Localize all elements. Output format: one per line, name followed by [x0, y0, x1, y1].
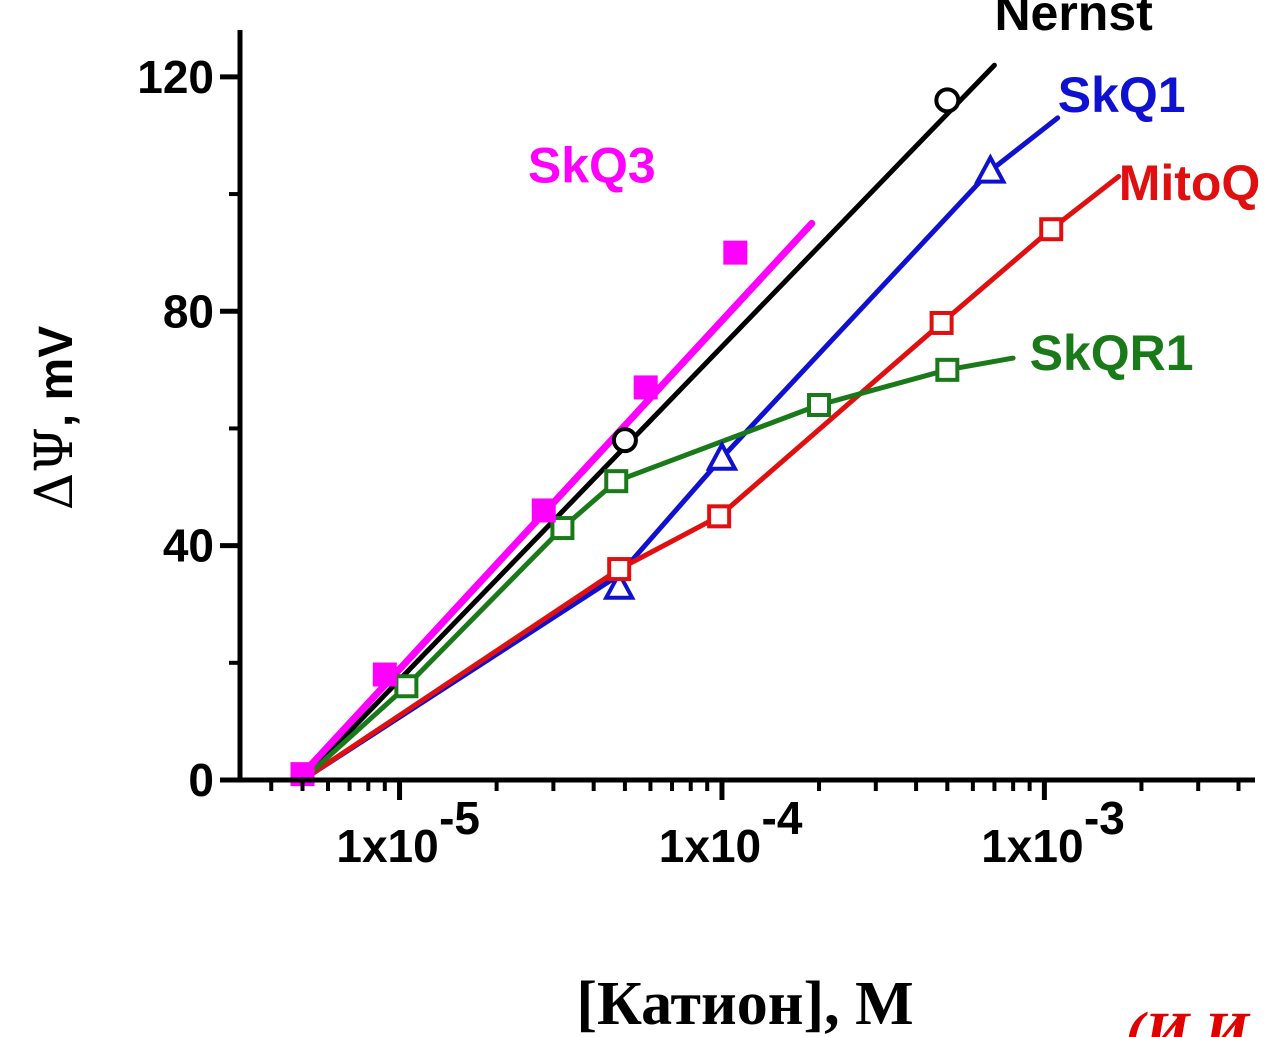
series-label-nernst: Nernst: [994, 0, 1153, 41]
y-axis-label-unit: , mV: [30, 326, 83, 427]
series-markers: [290, 87, 1064, 787]
x-tick-label-exponent: -4: [762, 792, 803, 844]
data-point-skq1: [974, 153, 1007, 184]
data-point-skq3: [372, 662, 397, 687]
data-point-skqr1: [604, 469, 629, 494]
data-point-mitoq: [929, 310, 954, 335]
data-point-skq1: [705, 440, 739, 471]
data-point-mitoq: [707, 504, 732, 529]
x-tick-label: 1x10: [981, 820, 1083, 872]
y-axis-label: ΔΨ, mV: [25, 326, 85, 511]
x-tick-label: 1x10: [336, 820, 438, 872]
series-label-skqr1: SkQR1: [1030, 325, 1194, 381]
y-tick-label: 80: [163, 285, 214, 337]
data-point-skqr1: [550, 516, 575, 541]
series-labels: Nernst SkQ1 MitoQ SkQR1 SkQ3: [528, 0, 1260, 381]
data-point-skq3: [633, 375, 658, 400]
x-axis-label: [Катион], М: [576, 970, 913, 1037]
series-line-skq3: [299, 219, 816, 778]
data-point-mitoq: [1039, 217, 1064, 242]
x-tick-label: 1x10: [659, 820, 761, 872]
data-point-skq1: [602, 569, 636, 600]
series-line-nernst: [300, 62, 997, 783]
x-tick-label-exponent: -3: [1084, 792, 1125, 844]
series-label-mitoq: MitoQ: [1119, 155, 1261, 211]
data-point-skq3: [723, 240, 748, 265]
series-line-skqr1: [300, 355, 1016, 783]
data-point-skqr1: [935, 357, 960, 382]
series-line-mitoq: [300, 174, 1122, 783]
corner-text: (И.И: [1125, 1000, 1251, 1037]
series-label-skq1: SkQ1: [1058, 67, 1186, 123]
x-tick-label-exponent: -5: [439, 792, 480, 844]
y-axis-label-delta: ΔΨ: [25, 427, 85, 510]
y-tick-label: 0: [188, 754, 214, 806]
data-point-nernst: [934, 87, 961, 114]
data-point-skqr1: [807, 393, 832, 417]
data-point-skqr1: [394, 674, 419, 699]
y-tick-label: 120: [137, 51, 214, 103]
data-point-skq3: [531, 498, 556, 523]
series-label-skq3: SkQ3: [528, 137, 656, 193]
data-point-nernst: [611, 427, 638, 454]
y-tick-label: 40: [163, 520, 214, 572]
data-point-mitoq: [607, 557, 632, 582]
